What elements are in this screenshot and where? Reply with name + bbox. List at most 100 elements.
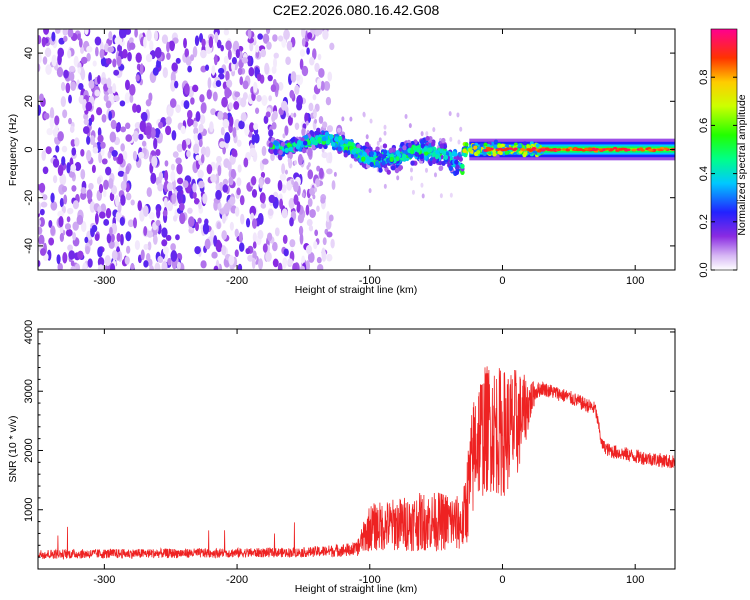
spectrogram-cell [272, 258, 279, 268]
spectrogram-cell [425, 135, 430, 142]
spectrogram-cell [161, 239, 168, 247]
spectrogram-cell [459, 126, 463, 132]
spectrogram-cell [271, 121, 277, 130]
spectrogram-cell [247, 254, 254, 262]
x-tick-label: 100 [626, 275, 644, 287]
spectrogram-cell [306, 218, 313, 227]
spectrogram-cell [132, 130, 139, 142]
spectrogram-cell [407, 142, 413, 148]
spectrogram-cell [528, 149, 533, 152]
spectrogram-cell [197, 169, 204, 179]
spectrogram-cell [117, 170, 125, 177]
spectrogram-cell [139, 120, 147, 133]
spectrogram-cell [70, 81, 77, 92]
spectrogram-cell [296, 140, 302, 146]
spectrogram-cell [80, 191, 87, 200]
spectrogram-cell [125, 192, 132, 201]
spectrogram-cell [486, 148, 492, 152]
spectrogram-cell [290, 137, 295, 143]
spectrogram-cell [222, 118, 230, 129]
spectrogram-cell [77, 250, 84, 260]
spectrogram-cell [157, 183, 164, 192]
spectrogram-cell [108, 177, 114, 189]
spectrogram-cell [621, 147, 626, 151]
spectrogram-cell [49, 117, 55, 130]
spectrogram-cell [420, 131, 424, 137]
snr-x-label: Height of straight line (km) [295, 583, 418, 595]
spectrogram-cell [329, 42, 335, 51]
spectrogram-cell [337, 135, 343, 141]
spectrogram-cell [369, 150, 374, 157]
spectrogram-cell [464, 142, 469, 147]
spectrogram-cell [288, 197, 295, 210]
spectrogram-cell [100, 77, 108, 86]
spectrogram-cell [316, 205, 320, 212]
spectrogram-cell [301, 29, 306, 39]
spectrogram-cell [271, 66, 277, 74]
spectrogram-cell [283, 29, 290, 40]
spectrogram-cell [229, 115, 234, 127]
spectrogram-cell [170, 170, 176, 182]
spectrogram-cell [230, 168, 237, 180]
spectrogram-cell [215, 183, 220, 191]
spectrogram-cell [476, 150, 481, 155]
spectrogram-cell [165, 125, 172, 136]
spectrogram-cell [260, 202, 267, 209]
spectrogram-cell [170, 243, 176, 251]
spectrogram-cell [138, 133, 144, 141]
spectrogram-cell [279, 173, 287, 181]
spectrogram-cell [249, 41, 254, 52]
spectrogram-cell [60, 81, 66, 91]
spectrogram-cell [94, 212, 99, 225]
spectrogram-cell [362, 151, 367, 157]
spectrogram-cell [202, 222, 210, 235]
spectrogram-cell [138, 151, 145, 159]
spectrogram-cell [328, 151, 333, 164]
spectrogram-cell [461, 152, 466, 157]
spectrogram-cell [361, 162, 367, 168]
spectrogram-cell [96, 107, 103, 116]
spectrogram-cell [166, 41, 170, 53]
spectrogram-cell [54, 115, 60, 126]
spectrogram-cell [216, 221, 221, 230]
spectrogram-cell [293, 112, 297, 118]
spectrogram-cell [86, 52, 91, 62]
spectrogram-cell [55, 29, 61, 34]
colorbar-tick-label: 0.2 [698, 214, 710, 229]
spectrogram-cell [65, 82, 71, 94]
spectrogram-cell [57, 164, 64, 177]
spectrogram-cell [149, 265, 154, 270]
spectrogram-cell [215, 80, 222, 88]
spectrogram-cell [134, 121, 142, 130]
spectrogram-cell [175, 57, 181, 64]
spectrogram-cell [497, 150, 502, 155]
spectrogram-cell [82, 262, 88, 270]
spectrogram-cell [132, 150, 138, 161]
spectrogram-cell [137, 200, 142, 212]
spectrogram-cell [278, 149, 283, 156]
figure-title: C2E2.2026.080.16.42.G08 [273, 2, 440, 18]
spectrogram-cell [314, 229, 319, 237]
spectrogram-cell [140, 249, 145, 261]
spectrogram-cell [135, 74, 140, 82]
spectrogram-cell [376, 140, 380, 146]
spectrogram-cell [272, 241, 278, 252]
spectrogram-cell [57, 131, 64, 142]
spectrogram-cell [176, 190, 182, 202]
spectrogram-cell [383, 130, 387, 136]
spectrogram-cell [458, 156, 463, 162]
y-tick-label: 1000 [23, 497, 35, 521]
spectrogram-cell [267, 74, 273, 82]
spectrogram-cell [145, 125, 152, 136]
spectrogram-cell [217, 201, 222, 212]
spectrogram-cell [229, 221, 234, 231]
spectrogram-cell [114, 194, 120, 207]
spectrogram-cell [88, 117, 93, 126]
spectrogram-cell [317, 136, 322, 142]
spectrogram-cell [120, 194, 126, 206]
spectrogram-cell [192, 120, 198, 128]
spectrogram-cell [241, 57, 249, 64]
spectrogram-cell [128, 37, 134, 44]
spectrogram-cell [43, 112, 50, 120]
spectrogram-cell [551, 148, 556, 151]
